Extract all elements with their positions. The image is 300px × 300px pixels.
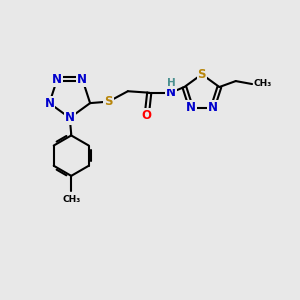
Text: N: N: [186, 101, 196, 114]
Text: N: N: [52, 73, 62, 86]
Text: N: N: [44, 97, 54, 110]
Text: O: O: [142, 109, 152, 122]
Text: S: S: [104, 95, 113, 108]
Text: N: N: [208, 101, 218, 114]
Text: CH₃: CH₃: [254, 79, 272, 88]
Text: H: H: [167, 78, 176, 88]
Text: N: N: [166, 86, 176, 99]
Text: N: N: [77, 73, 87, 86]
Text: N: N: [65, 111, 75, 124]
Text: CH₃: CH₃: [62, 195, 80, 204]
Text: S: S: [198, 68, 206, 81]
